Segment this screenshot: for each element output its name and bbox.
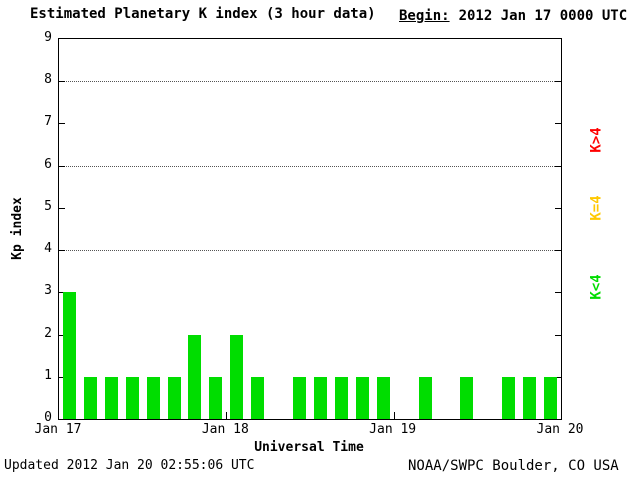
legend-above4-text: K>4 [588,127,605,153]
x-tick [226,412,228,419]
y-tick-label: 6 [44,156,52,172]
kp-bar [188,334,202,419]
y-tick [59,376,65,378]
kp-bar [230,334,244,419]
y-tick-label: 7 [44,114,52,130]
begin-annotation: Begin: 2012 Jan 17 0000 UTC [399,8,627,24]
y-axis-title: Kp index [4,197,30,260]
y-tick-label: 5 [44,198,52,214]
kp-bar [209,376,223,419]
y-tick-label: 8 [44,72,52,88]
legend-equal4-text: K=4 [588,195,605,221]
kp-bar [334,376,348,419]
y-tick [59,292,65,294]
chart-title: Estimated Planetary K index (3 hour data… [30,6,376,22]
y-axis-title-text: Kp index [9,196,25,260]
kp-bar [83,376,97,419]
x-axis-title: Universal Time [254,440,364,455]
y-tick [555,207,561,209]
kp-bar [313,376,327,419]
legend-equal4: K=4 [584,195,610,221]
y-tick-label: 9 [44,30,52,45]
kp-bar [418,376,432,419]
kp-bar [544,376,558,419]
y-tick-label: 0 [44,410,52,425]
begin-label: Begin: [399,8,450,24]
y-tick [59,123,65,125]
kp-bar [104,376,118,419]
x-tick-label: Jan 20 [536,422,584,437]
y-tick-label: 3 [44,283,52,299]
kp-bar [251,376,265,419]
y-tick [59,165,65,167]
y-tick [555,250,561,252]
legend-above4: K>4 [584,127,610,153]
y-tick-label: 4 [44,241,52,257]
gridline-kp-8 [59,81,561,83]
gridline-kp-4 [59,250,561,252]
y-tick [555,292,561,294]
y-tick-label: 2 [44,325,52,341]
y-tick [555,165,561,167]
x-tick-label: Jan 17 [34,422,82,437]
kp-bar [523,376,537,419]
begin-value: 2012 Jan 17 0000 UTC [458,8,628,24]
kp-bar [146,376,160,419]
y-tick-label: 1 [44,367,52,383]
y-tick [555,81,561,83]
y-tick [59,81,65,83]
kp-bar [376,376,390,419]
x-tick-label: Jan 19 [369,422,417,437]
y-tick [59,207,65,209]
y-tick [59,250,65,252]
kp-bar [355,376,369,419]
kp-bar [293,376,307,419]
plot-area [58,38,562,420]
y-tick [59,334,65,336]
x-tick [393,412,395,419]
kp-bar [167,376,181,419]
kp-bar [460,376,474,419]
x-tick-label: Jan 18 [201,422,249,437]
legend-below4-text: K<4 [588,274,605,300]
y-tick [555,376,561,378]
kp-bar [502,376,516,419]
y-tick [555,123,561,125]
legend-below4: K<4 [584,274,610,300]
source-text: NOAA/SWPC Boulder, CO USA [408,458,619,474]
kp-bar [125,376,139,419]
kp-bar [62,292,76,419]
gridline-kp-6 [59,165,561,167]
updated-text: Updated 2012 Jan 20 02:55:06 UTC [4,458,255,473]
y-tick [555,334,561,336]
